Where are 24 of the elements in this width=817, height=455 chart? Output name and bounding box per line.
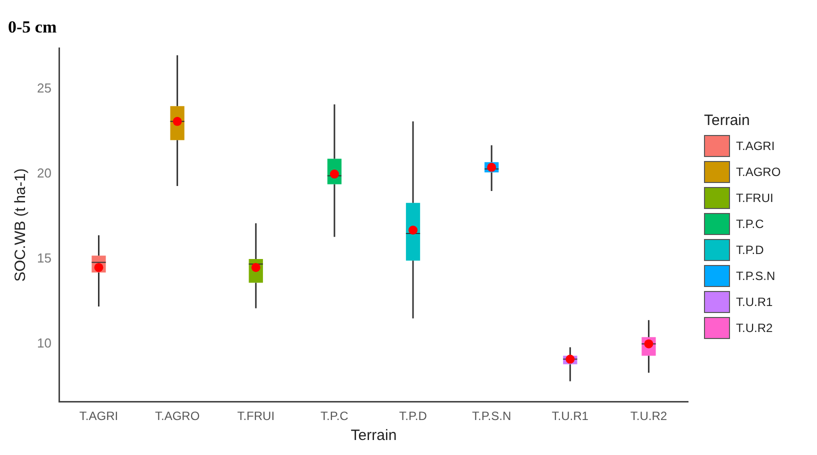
legend-label: T.P.D [736,243,764,257]
legend-title: Terrain [704,112,751,129]
x-tick-label: T.FRUI [237,409,275,424]
legend-label: T.P.S.N [736,269,776,283]
legend-label: T.P.C [736,217,764,231]
x-axis-title: Terrain [350,427,397,444]
y-tick-label: 15 [36,250,52,266]
legend-label: T.U.R1 [736,295,773,309]
x-tick-label: T.P.S.N [472,409,512,424]
legend-label: T.U.R2 [736,321,773,335]
legend-label: T.AGRI [736,139,775,153]
legend-label: T.AGRO [736,165,781,179]
y-tick-label: 20 [36,166,52,181]
y-tick-label: 25 [36,80,52,96]
x-tick-label: T.P.C [320,409,349,424]
legend-label: T.FRUI [736,191,774,205]
x-tick-label: T.AGRI [79,409,118,424]
y-axis-title: SOC.WB (t ha-1) [12,168,30,282]
chart-title: 0-5 cm [8,18,57,37]
x-tick-label: T.U.R1 [552,409,589,424]
x-tick-label: T.P.D [399,409,428,424]
x-tick-label: T.U.R2 [630,409,668,424]
y-tick-label: 10 [36,335,52,350]
x-tick-label: T.AGRO [154,409,200,424]
